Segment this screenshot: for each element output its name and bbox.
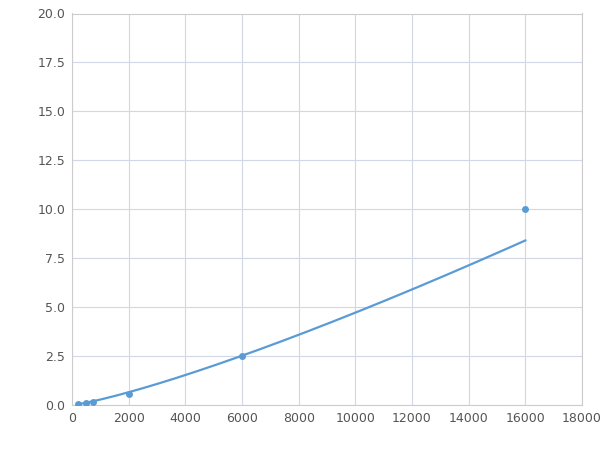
Point [73,400,82,408]
Point [521,206,530,213]
Point [124,391,133,398]
Point [88,398,98,405]
Point [237,352,247,360]
Point [82,399,91,406]
